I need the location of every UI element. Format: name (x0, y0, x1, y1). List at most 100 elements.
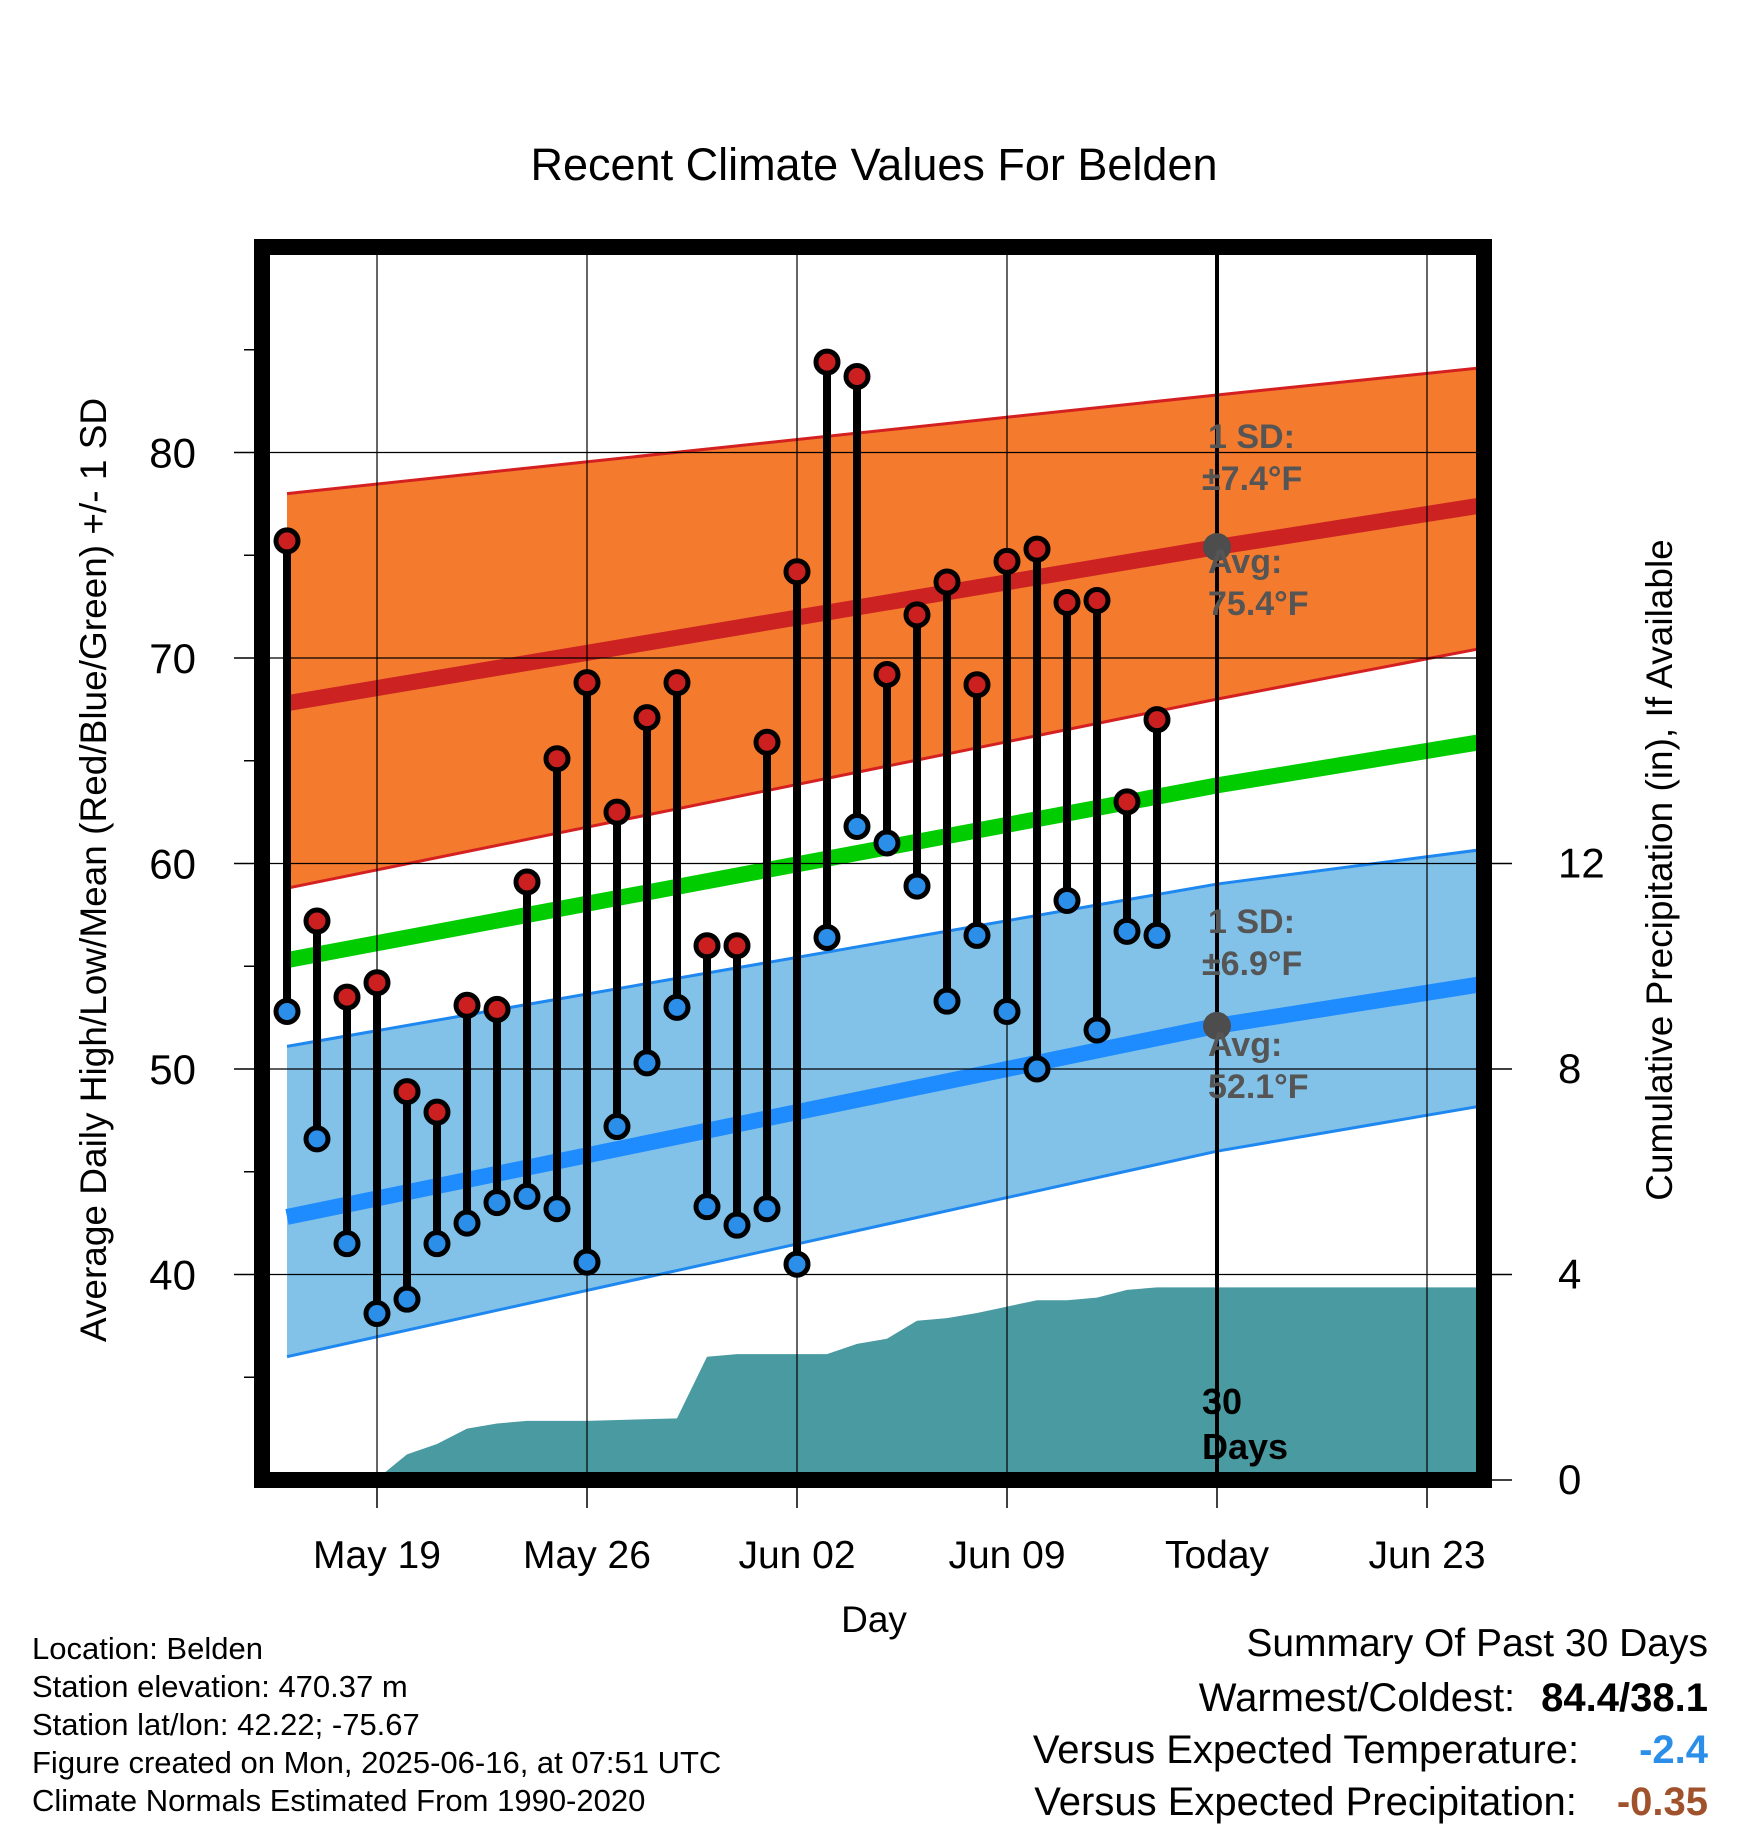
precip-value: -0.35 (1616, 1780, 1708, 1824)
daily-low-point (633, 1049, 661, 1077)
footer-created: Figure created on Mon, 2025-06-16, at 07… (32, 1745, 722, 1780)
daily-low-point (723, 1211, 751, 1239)
daily-high-point (693, 932, 721, 960)
daily-high-point (1053, 589, 1081, 617)
daily-high-point (723, 932, 751, 960)
low-sd-label: 1 SD: (1208, 903, 1295, 941)
daily-high-point (813, 348, 841, 376)
x-tick-label: Jun 09 (948, 1534, 1065, 1577)
daily-high-point (1083, 586, 1111, 614)
daily-high-point (543, 745, 571, 773)
plot-area (262, 247, 1484, 1480)
high-sd-label: 1 SD: (1208, 418, 1295, 456)
y-tick-label: 80 (149, 430, 196, 477)
daily-low-point (513, 1182, 541, 1210)
precip-label: Versus Expected Precipitation: (1034, 1780, 1577, 1824)
x-tick-label: Today (1165, 1534, 1270, 1577)
low-sd-value: ±6.9°F (1202, 945, 1302, 983)
y2-tick-label: 4 (1558, 1251, 1581, 1298)
footer-latlon: Station lat/lon: 42.22; -75.67 (32, 1707, 420, 1742)
footer-elevation: Station elevation: 470.37 m (32, 1669, 408, 1704)
y-tick-label: 40 (149, 1252, 196, 1299)
x-tick-label: Jun 23 (1368, 1534, 1485, 1577)
daily-low-point (1143, 921, 1171, 949)
daily-low-point (483, 1189, 511, 1217)
daily-low-point (423, 1230, 451, 1258)
y2-axis-label: Cumulative Precipitation (in), If Availa… (1639, 539, 1680, 1201)
daily-low-point (813, 923, 841, 951)
daily-high-point (393, 1078, 421, 1106)
daily-high-point (513, 868, 541, 896)
plot-frame (254, 239, 1492, 1488)
daily-high-point (273, 527, 301, 555)
days-window-word: Days (1202, 1426, 1288, 1467)
daily-low-point (453, 1209, 481, 1237)
daily-low-point (873, 829, 901, 857)
daily-high-point (483, 995, 511, 1023)
daily-low-point (903, 872, 931, 900)
y-tick-label: 70 (149, 635, 196, 682)
y-tick-label: 60 (149, 841, 196, 888)
daily-low-point (363, 1300, 391, 1328)
low-avg-label: Avg: (1208, 1026, 1282, 1064)
daily-low-point (993, 997, 1021, 1025)
daily-low-point (333, 1230, 361, 1258)
daily-high-point (843, 362, 871, 390)
summary-temperature: Versus Expected Temperature: -2.4 (1033, 1728, 1708, 1773)
daily-low-point (393, 1285, 421, 1313)
daily-low-point (933, 987, 961, 1015)
daily-low-point (1023, 1055, 1051, 1083)
daily-low-point (663, 993, 691, 1021)
today-high-avg-marker (1203, 533, 1231, 562)
daily-low-point (1113, 917, 1141, 945)
daily-high-point (453, 991, 481, 1019)
daily-low-point (783, 1250, 811, 1278)
daily-high-point (303, 907, 331, 935)
warm-cold-value: 84.4/38.1 (1541, 1676, 1708, 1720)
y2-tick-label: 0 (1558, 1456, 1581, 1503)
precipitation-area (287, 1287, 1484, 1480)
footer-normals: Climate Normals Estimated From 1990-2020 (32, 1783, 646, 1818)
y2-tick-label: 8 (1558, 1045, 1581, 1092)
daily-high-point (963, 671, 991, 699)
daily-high-point (603, 798, 631, 826)
y-tick-label: 50 (149, 1046, 196, 1093)
summary-warm-cold: Warmest/Coldest: 84.4/38.1 (1199, 1676, 1708, 1721)
daily-high-point (1143, 706, 1171, 734)
x-tick-label: May 19 (313, 1534, 441, 1577)
today-low-avg-marker (1203, 1011, 1231, 1040)
daily-low-point (303, 1125, 331, 1153)
daily-low-point (603, 1113, 631, 1141)
y-axis-label: Average Daily High/Low/Mean (Red/Blue/Gr… (73, 398, 114, 1342)
daily-high-point (633, 704, 661, 732)
daily-low-point (1053, 886, 1081, 914)
x-tick-label: May 26 (523, 1534, 651, 1577)
high-avg-value: 75.4°F (1208, 585, 1309, 623)
footer-location: Location: Belden (32, 1631, 263, 1666)
daily-high-point (1113, 788, 1141, 816)
daily-high-point (993, 547, 1021, 575)
days-window-number: 30 (1202, 1381, 1242, 1422)
daily-high-point (753, 728, 781, 756)
daily-low-point (843, 813, 871, 841)
daily-high-point (933, 568, 961, 596)
daily-low-point (573, 1248, 601, 1276)
temp-value: -2.4 (1639, 1728, 1708, 1772)
summary-title: Summary Of Past 30 Days (1246, 1622, 1708, 1665)
daily-high-point (573, 669, 601, 697)
chart-title: Recent Climate Values For Belden (531, 139, 1218, 190)
high-normal-band (287, 367, 1484, 889)
temp-label: Versus Expected Temperature: (1032, 1728, 1580, 1772)
daily-high-point (663, 669, 691, 697)
low-avg-value: 52.1°F (1208, 1068, 1309, 1106)
daily-low-point (1083, 1016, 1111, 1044)
daily-low-point (693, 1193, 721, 1221)
daily-high-point (423, 1098, 451, 1126)
warm-cold-label: Warmest/Coldest: (1198, 1676, 1516, 1720)
y2-tick-label: 12 (1558, 840, 1605, 887)
daily-high-point (333, 983, 361, 1011)
daily-high-point (903, 601, 931, 629)
daily-low-point (753, 1195, 781, 1223)
x-axis-label: Day (841, 1599, 907, 1640)
